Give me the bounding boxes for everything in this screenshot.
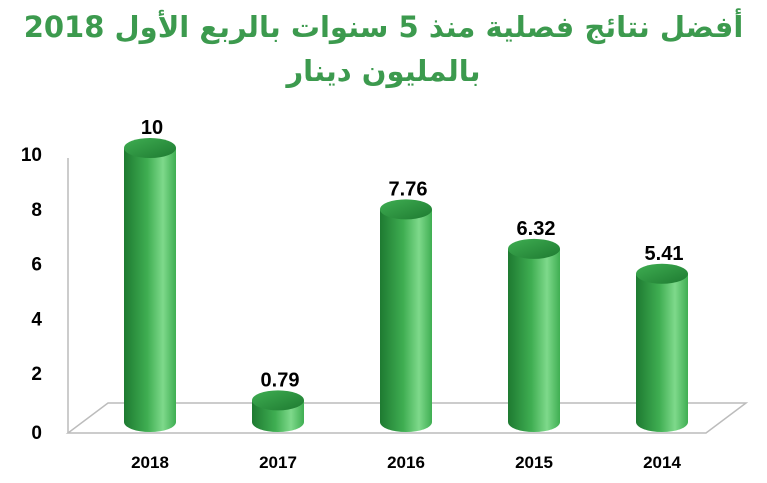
bar-top bbox=[380, 199, 432, 220]
data-label-2015: 6.32 bbox=[517, 218, 556, 240]
bar-2015 bbox=[508, 238, 560, 432]
x-tick-label-2017: 2017 bbox=[259, 453, 297, 472]
chart-title-line-2: بالمليون دينار bbox=[286, 54, 481, 88]
data-label-2018: 10 bbox=[141, 117, 163, 139]
bar-2016 bbox=[380, 199, 432, 432]
x-tick-label-2015: 2015 bbox=[515, 453, 553, 472]
y-tick-label-2: 2 bbox=[31, 364, 42, 385]
bar-body bbox=[380, 209, 432, 432]
bar-body bbox=[636, 273, 688, 432]
data-label-2017: 0.79 bbox=[261, 369, 300, 391]
y-tick-label-6: 6 bbox=[31, 255, 42, 276]
chart-floor bbox=[65, 402, 749, 434]
x-tick-label-2014: 2014 bbox=[643, 453, 681, 472]
x-tick-label-2016: 2016 bbox=[387, 453, 425, 472]
bar-2017 bbox=[252, 390, 304, 432]
x-tick-label-2018: 2018 bbox=[131, 453, 169, 472]
bar-2014 bbox=[636, 263, 688, 432]
y-tick-label-10: 10 bbox=[21, 145, 42, 166]
bar-top bbox=[636, 263, 688, 284]
bar-series bbox=[124, 138, 688, 432]
x-axis-category-labels: 2018 2017 2016 2015 2014 bbox=[131, 453, 681, 472]
y-axis-tick-labels: 0 2 4 6 8 10 bbox=[21, 145, 43, 444]
bar-2018 bbox=[124, 138, 176, 432]
bar-top bbox=[252, 390, 304, 411]
y-tick-label-4: 4 bbox=[31, 309, 42, 330]
bar-body bbox=[124, 148, 176, 432]
bar-top bbox=[508, 238, 560, 259]
data-label-2016: 7.76 bbox=[389, 178, 428, 200]
bar-body bbox=[508, 248, 560, 432]
y-tick-label-0: 0 bbox=[31, 423, 42, 444]
chart-axes bbox=[65, 158, 749, 434]
chart-title-line-1: أفضل نتائج فصلية منذ 5 سنوات بالربع الأو… bbox=[23, 10, 744, 44]
bar-top bbox=[124, 138, 176, 158]
data-labels: 10 0.79 7.76 6.32 5.41 bbox=[141, 117, 684, 391]
y-tick-label-8: 8 bbox=[31, 200, 42, 221]
data-label-2014: 5.41 bbox=[645, 243, 684, 265]
